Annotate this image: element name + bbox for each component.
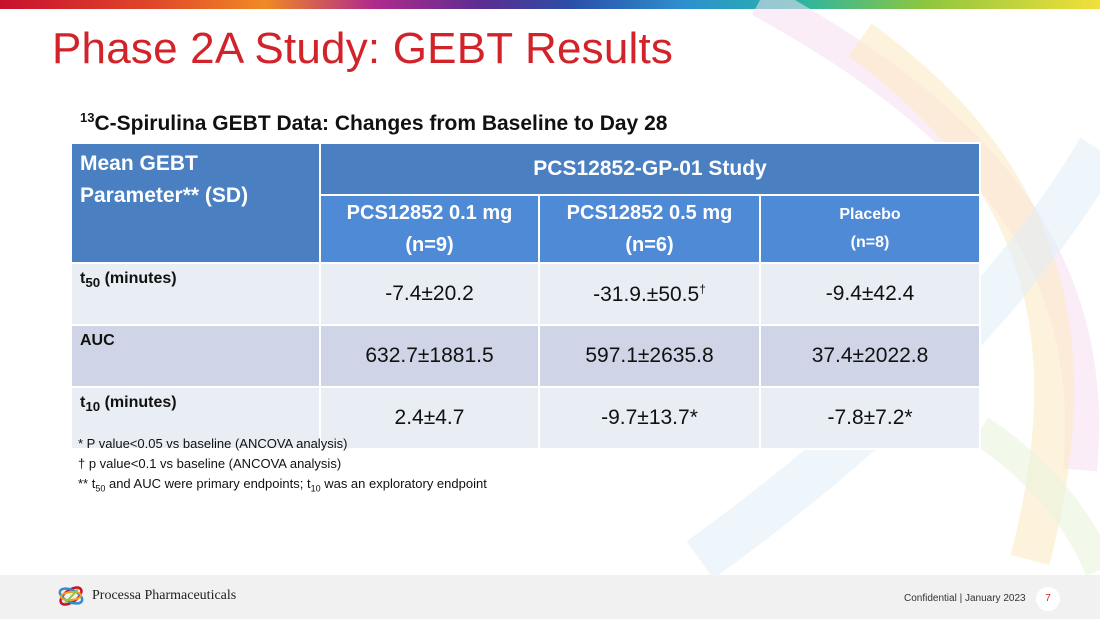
row-label-t10: t10 (minutes) xyxy=(70,386,321,450)
column-n: (n=6) xyxy=(625,234,674,256)
footnote-p-value: * P value<0.05 vs baseline (ANCOVA analy… xyxy=(78,436,348,451)
parameter-header-line2: Parameter** (SD) xyxy=(80,184,249,207)
parameter-header-line1: Mean GEBT xyxy=(80,152,198,175)
table-row-auc: AUC 632.7±1881.5 597.1±2635.8 37.4±2022.… xyxy=(70,324,982,388)
footnote-dagger: † p value<0.1 vs baseline (ANCOVA analys… xyxy=(78,456,342,471)
column-name: Placebo xyxy=(839,206,901,223)
table-row-t50: t50 (minutes) -7.4±20.2 -31.9.±50.5† -9.… xyxy=(70,262,982,326)
top-color-bar xyxy=(0,0,1100,9)
row-label-t50: t50 (minutes) xyxy=(70,262,321,326)
gebt-results-table: Mean GEBT Parameter** (SD) PCS12852-GP-0… xyxy=(70,142,982,450)
column-name: PCS12852 0.1 mg xyxy=(346,202,513,224)
table-row-t10: t10 (minutes) 2.4±4.7 -9.7±13.7* -7.8±7.… xyxy=(70,386,982,450)
table-cell: 632.7±1881.5 xyxy=(319,324,540,388)
column-n: (n=9) xyxy=(405,234,454,256)
confidential-label: Confidential | January 2023 xyxy=(904,593,1026,604)
processa-logo-icon xyxy=(58,586,84,606)
company-logo: Processa Pharmaceuticals xyxy=(56,583,236,609)
table-cell: 597.1±2635.8 xyxy=(538,324,761,388)
footer-bar xyxy=(0,575,1100,619)
footnotes: * P value<0.05 vs baseline (ANCOVA analy… xyxy=(78,434,487,499)
row-label-auc: AUC xyxy=(70,324,321,388)
table-cell: -7.4±20.2 xyxy=(319,262,540,326)
parameter-header: Mean GEBT Parameter** (SD) xyxy=(70,142,321,264)
table-cell: 37.4±2022.8 xyxy=(758,324,982,388)
column-header-0-1mg: PCS12852 0.1 mg (n=9) xyxy=(319,194,540,264)
page-title: Phase 2A Study: GEBT Results xyxy=(52,24,674,73)
subtitle-text: C-Spirulina GEBT Data: Changes from Base… xyxy=(94,112,668,135)
footnote-endpoints: ** t50 and AUC were primary endpoints; t… xyxy=(78,476,487,494)
table-cell: -9.4±42.4 xyxy=(758,262,982,326)
logo-text: Processa Pharmaceuticals xyxy=(92,588,237,603)
column-n: (n=8) xyxy=(850,234,890,251)
table-cell: -7.8±7.2* xyxy=(758,386,982,450)
table-cell: -9.7±13.7* xyxy=(538,386,761,450)
column-header-0-5mg: PCS12852 0.5 mg (n=6) xyxy=(538,194,761,264)
table-cell: 2.4±4.7 xyxy=(319,386,540,450)
dagger-mark: † xyxy=(699,281,706,296)
page-number: 7 xyxy=(1036,587,1060,611)
subtitle-superscript: 13 xyxy=(80,110,95,125)
table-subtitle: 13C-Spirulina GEBT Data: Changes from Ba… xyxy=(80,110,667,136)
column-header-placebo: Placebo (n=8) xyxy=(758,194,982,264)
table-cell: -31.9.±50.5† xyxy=(538,262,761,326)
study-header: PCS12852-GP-01 Study xyxy=(318,142,982,196)
column-name: PCS12852 0.5 mg xyxy=(566,202,733,224)
